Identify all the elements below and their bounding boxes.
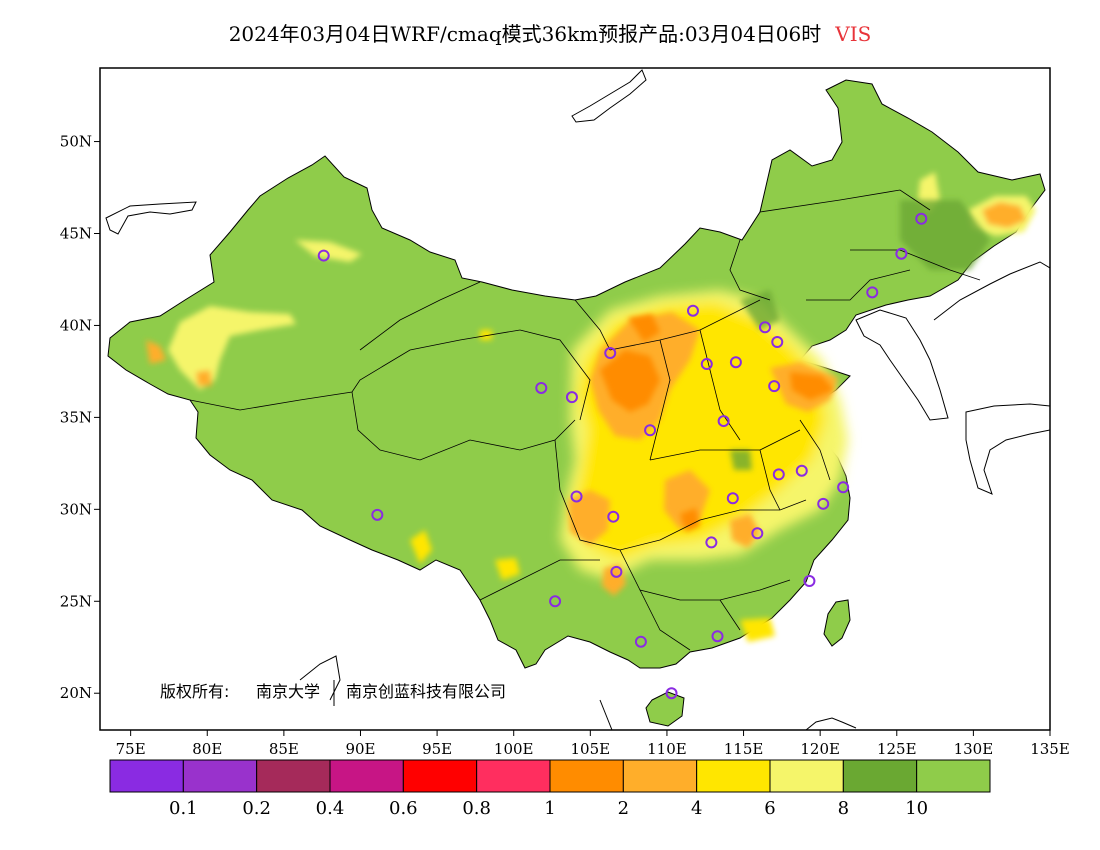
color-legend: 0.1 0.2 0.4 0.6 0.8 1 2 4 6 8 10 [109,759,991,819]
lon-tick-label: 75E [116,740,146,758]
station-marker [604,347,617,360]
legend-label: 0.6 [389,798,418,819]
legend-swatch [256,759,331,793]
station-marker [726,492,739,505]
legend-label: 0.8 [462,798,491,819]
station-marker [915,212,928,225]
lon-tick-label: 130E [954,740,994,758]
station-marker [866,286,879,299]
legend-swatch [622,759,698,793]
province-boundaries [189,189,981,651]
station-marker [634,635,647,648]
station-marker [772,468,785,481]
station-marker [795,464,808,477]
station-marker [895,247,908,260]
lon-tick-label: 90E [345,740,375,758]
copyright-org1: 南京大学 [256,682,320,701]
station-marker [607,510,620,523]
legend-swatch [109,759,184,793]
legend-label: 4 [691,798,702,819]
legend-label: 0.2 [242,798,271,819]
lon-tick-label: 115E [724,740,764,758]
legend-label: 8 [838,798,849,819]
station-marker [317,249,330,262]
lon-tick-label: 135E [1030,740,1070,758]
station-marker [549,595,562,608]
station-marker [751,527,764,540]
station-marker [729,356,742,369]
legend-swatch [916,759,991,793]
hainan-island [645,691,685,727]
station-marker [717,415,730,428]
station-marker [768,380,781,393]
station-marker [803,575,816,588]
vis-zone-2 [600,314,834,532]
legend-swatch [842,759,918,793]
legend-swatch [549,759,624,793]
legend-swatch [329,759,404,793]
lat-tick-label: 50N [60,133,92,151]
lon-tick-label: 105E [571,740,611,758]
lon-tick-label: 85E [269,740,299,758]
lat-tick-label: 30N [60,500,92,518]
legend-swatch [402,759,478,793]
station-marker [817,497,830,510]
legend-swatch [696,759,771,793]
lon-tick-label: 100E [494,740,534,758]
legend-label: 0.4 [316,798,345,819]
copyright-org2: 南京创蓝科技有限公司 [346,682,506,701]
legend-swatch [769,759,844,793]
station-marker [570,490,583,503]
station-marker [610,565,623,578]
station-marker [705,536,718,549]
station-marker [759,321,771,334]
map-frame-border [99,67,1051,731]
vis-contours [146,172,1036,642]
lon-tick-label: 110E [647,740,687,758]
legend-label: 6 [764,798,775,819]
copyright-prefix: 版权所有: [160,682,229,701]
lon-tick-label: 125E [877,740,917,758]
station-marker [665,687,678,700]
legend-label: 0.1 [169,798,198,819]
station-marker [535,381,548,394]
lat-tick-label: 25N [60,592,92,610]
lat-tick-label: 45N [60,225,92,243]
variable-name: VIS [835,22,872,46]
lon-tick-label: 120E [800,740,840,758]
map-title: 2024年03月04日WRF/cmaq模式36km预报产品:03月04日06时 V… [0,18,1100,47]
legend-label: 2 [618,798,629,819]
map-content [107,79,1046,727]
legend-swatch [476,759,551,793]
latitude-axis: 50N 45N 40N 35N 30N 25N 20N [60,133,100,702]
legend-label: 10 [905,798,928,819]
station-marker [700,358,713,371]
station-marker [837,481,850,494]
lat-tick-label: 40N [60,316,92,334]
vis-zone-southwest [410,330,775,642]
lat-tick-label: 20N [60,684,92,702]
station-marker [565,391,578,404]
lat-tick-label: 35N [60,408,92,426]
taiwan-island [823,599,851,647]
legend-label: 1 [544,798,555,819]
city-stations [317,212,928,700]
vis-zone-8 [730,200,990,470]
title-text: 2024年03月04日WRF/cmaq模式36km预报产品:03月04日06时 [228,22,822,46]
station-marker [371,508,384,521]
station-marker [686,304,699,317]
lon-tick-label: 80E [192,740,222,758]
station-marker [644,424,657,437]
legend-swatch [182,759,258,793]
lon-tick-label: 95E [422,740,452,758]
longitude-axis: 75E 80E 85E 90E 95E 100E 105E 110E 115E 120E 125E 1… [116,730,1070,758]
station-marker [711,630,724,643]
copyright-block: 版权所有: 南京大学 南京创蓝科技有限公司 [160,680,506,706]
vis-zone-xinjiang [146,240,362,390]
neighbor-coastlines [105,69,1050,730]
station-marker [771,335,784,348]
